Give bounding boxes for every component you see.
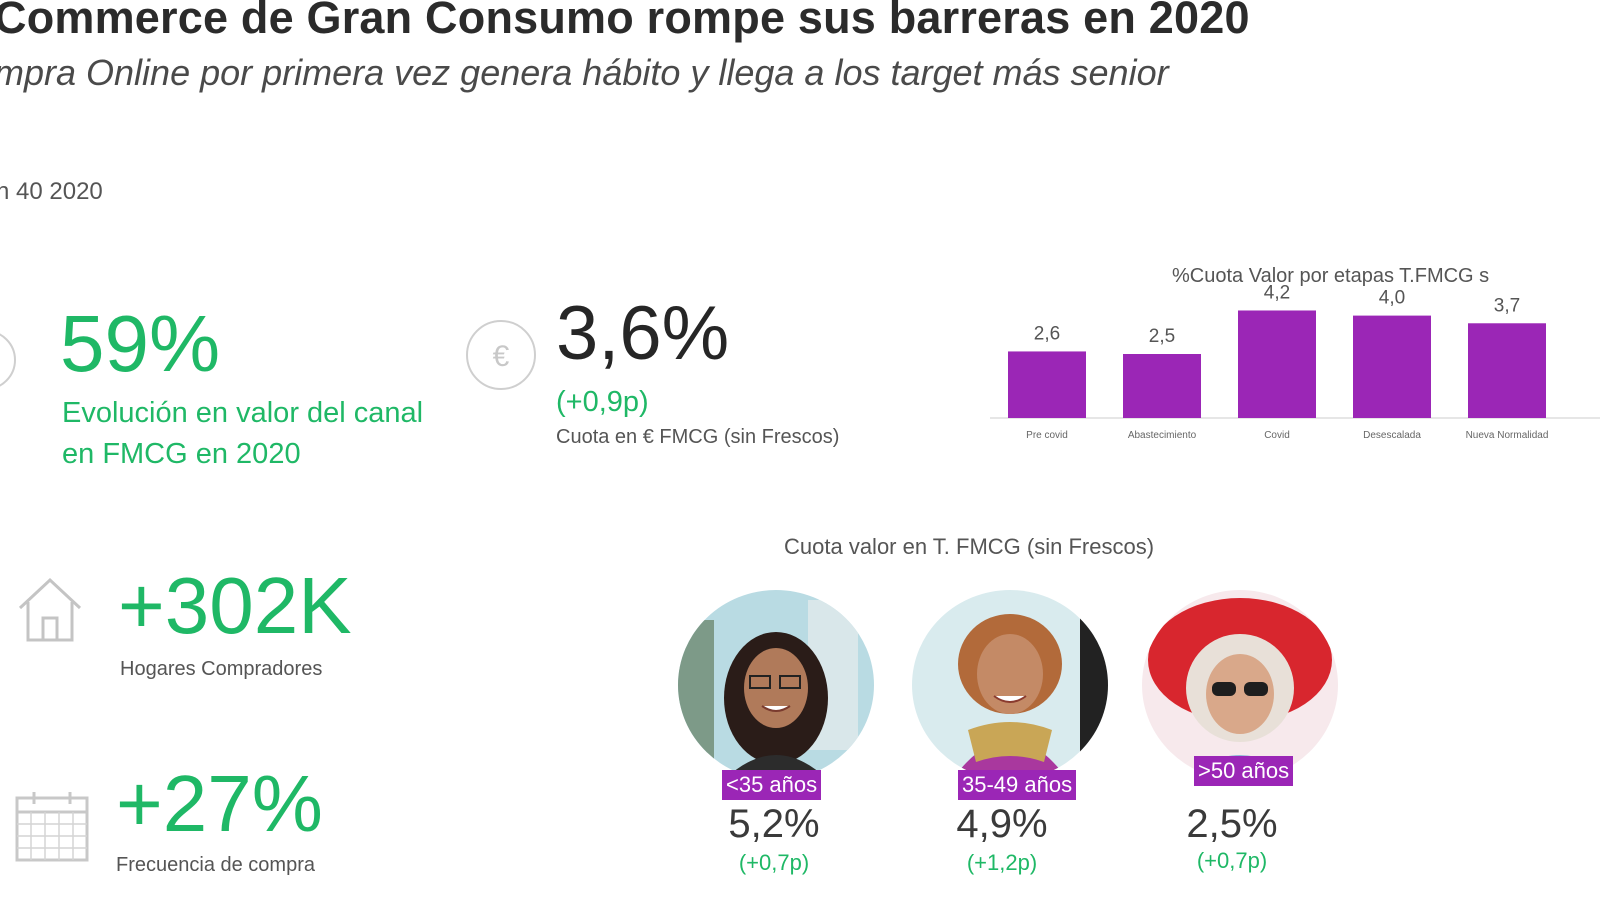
age-badge: >50 años <box>1194 756 1294 786</box>
share-delta: (+0,9p) <box>556 386 649 418</box>
svg-text:€: € <box>493 340 510 373</box>
senior-woman-photo <box>1142 590 1338 780</box>
age-group-over-50: >50 años <box>1142 590 1338 786</box>
calendar-icon <box>14 790 90 864</box>
category-label: Abastecimiento <box>1128 430 1197 441</box>
stage-share-chart: %Cuota Valor por etapas T.FMCG s 2,6 Pre … <box>960 250 1600 500</box>
age-share-value: 4,9% <box>956 802 1048 846</box>
bar-2 <box>1123 354 1201 418</box>
age-badge: <35 años <box>722 770 822 800</box>
period-label: n 40 2020 <box>0 178 103 205</box>
age-group-under-35: <35 años <box>678 590 874 800</box>
page-subtitle: mpra Online por primera vez genera hábit… <box>0 52 1169 93</box>
chart-title: %Cuota Valor por etapas T.FMCG s <box>1172 265 1489 287</box>
category-label: Pre covid <box>1026 430 1068 441</box>
bar-1 <box>1008 351 1086 418</box>
bar-5 <box>1468 323 1546 418</box>
age-group-35-49: 35-49 años <box>912 590 1108 800</box>
bar-value-label: 4,0 <box>1379 288 1405 309</box>
households-value: +302K <box>118 561 352 650</box>
euro-icon: € <box>466 320 536 390</box>
frequency-value: +27% <box>116 759 323 848</box>
category-label: Nueva Normalidad <box>1466 430 1549 441</box>
bar-value-label: 3,7 <box>1494 295 1520 316</box>
age-share-delta: (+0,7p) <box>1196 848 1268 873</box>
bar-chart-svg: %Cuota Valor por etapas T.FMCG s 2,6 Pre … <box>990 265 1600 441</box>
category-label: Covid <box>1264 430 1290 441</box>
house-icon <box>14 574 86 646</box>
bars-group: 2,6 Pre covid 2,5 Abastecimiento 4,2 Covid 4,0… <box>1008 282 1548 441</box>
growth-caption-line2: en FMCG en 2020 <box>62 438 301 470</box>
bar-value-label: 2,5 <box>1149 326 1175 347</box>
growth-value: 59% <box>60 299 221 388</box>
age-share-delta: (+0,7p) <box>738 850 810 875</box>
page-title: Commerce de Gran Consumo rompe sus barre… <box>0 0 1250 43</box>
middle-aged-woman-photo <box>912 590 1108 780</box>
bar-value-label: 4,2 <box>1264 282 1290 303</box>
bar-3 <box>1238 310 1316 418</box>
category-label: Desescalada <box>1363 430 1421 441</box>
age-section-title: Cuota valor en T. FMCG (sin Frescos) <box>784 534 1155 559</box>
share-caption: Cuota en € FMCG (sin Frescos) <box>556 426 840 448</box>
growth-icon <box>0 330 16 390</box>
bar-4 <box>1353 315 1431 418</box>
growth-caption-line1: Evolución en valor del canal <box>62 397 424 429</box>
bar-value-label: 2,6 <box>1034 323 1060 344</box>
age-share-value: 2,5% <box>1186 802 1278 846</box>
share-value: 3,6% <box>556 291 730 376</box>
age-share-delta: (+1,2p) <box>966 850 1038 875</box>
households-caption: Hogares Compradores <box>120 658 323 680</box>
frequency-caption: Frecuencia de compra <box>116 854 315 876</box>
young-woman-photo <box>678 590 874 780</box>
age-badge: 35-49 años <box>958 770 1076 800</box>
age-share-value: 5,2% <box>728 802 820 846</box>
